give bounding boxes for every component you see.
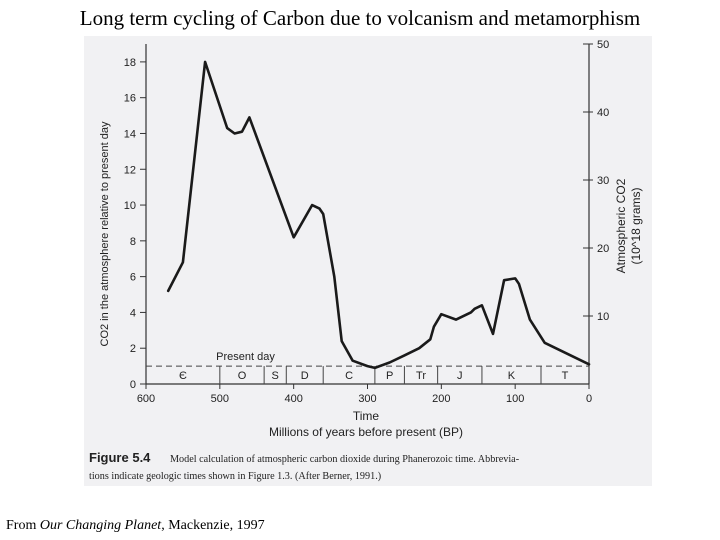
y-tick-label: 16 — [124, 93, 136, 105]
y-right-tick-label: 40 — [597, 107, 609, 119]
period-bar: Present day Є O S D C P Tr J K T — [146, 351, 589, 384]
period-label: K — [508, 370, 516, 382]
y-tick-label: 0 — [130, 379, 136, 391]
period-label: Tr — [416, 370, 426, 382]
x-tick-label: 100 — [506, 393, 524, 405]
y-tick-label: 4 — [130, 307, 136, 319]
figure-caption-number: Figure 5.4 — [89, 450, 151, 465]
figure-caption-line2: tions indicate geologic times shown in F… — [89, 471, 381, 482]
y-tick-label: 6 — [130, 272, 136, 284]
axes: 0 2 4 6 8 10 12 14 16 18 10 20 30 40 50 600 500 400 300 200… — [124, 39, 610, 405]
period-label: O — [238, 370, 247, 382]
data-series — [166, 60, 591, 370]
credit-suffix: , Mackenzie, 1997 — [161, 518, 265, 533]
period-label: S — [272, 370, 279, 382]
present-day-label: Present day — [216, 351, 275, 363]
y-axis-right-units: (10^18 grams) — [629, 188, 643, 265]
y-tick-label: 2 — [130, 343, 136, 355]
period-label: J — [457, 370, 463, 382]
x-tick-label: 500 — [211, 393, 229, 405]
figure-caption-line1: Model calculation of atmospheric carbon … — [170, 454, 520, 465]
y-right-tick-label: 20 — [597, 243, 609, 255]
y-axis-label: CO2 in the atmosphere relative to presen… — [99, 121, 111, 347]
period-label: Є — [179, 370, 187, 382]
period-label: P — [386, 370, 393, 382]
x-tick-label: 400 — [284, 393, 302, 405]
source-credit: From Our Changing Planet, Mackenzie, 199… — [6, 518, 265, 534]
y-tick-label: 10 — [124, 200, 136, 212]
y-tick-label: 14 — [124, 128, 136, 140]
y-right-tick-label: 30 — [597, 175, 609, 187]
credit-book-title: Our Changing Planet — [39, 518, 162, 533]
x-tick-label: 200 — [432, 393, 450, 405]
credit-prefix: From — [6, 518, 40, 533]
y-right-tick-label: 10 — [597, 311, 609, 323]
x-axis-sublabel: Millions of years before present (BP) — [269, 425, 463, 439]
period-label: D — [301, 370, 309, 382]
y-right-tick-label: 50 — [597, 39, 609, 51]
x-tick-label: 300 — [358, 393, 376, 405]
period-label: C — [345, 370, 353, 382]
y-tick-label: 12 — [124, 164, 136, 176]
period-label: T — [562, 370, 569, 382]
scanned-figure-background — [84, 36, 652, 486]
x-axis-label: Time — [353, 409, 380, 423]
co2-chart: 0 2 4 6 8 10 12 14 16 18 10 20 30 40 50 600 500 400 300 200… — [89, 39, 643, 482]
co2-series-line — [166, 60, 591, 370]
x-tick-label: 0 — [586, 393, 592, 405]
x-tick-label: 600 — [137, 393, 155, 405]
y-tick-label: 18 — [124, 57, 136, 69]
y-axis-right-label: Atmospheric CO2 — [614, 178, 628, 273]
slide-title: Long term cycling of Carbon due to volca… — [79, 6, 641, 30]
y-tick-label: 8 — [130, 236, 136, 248]
